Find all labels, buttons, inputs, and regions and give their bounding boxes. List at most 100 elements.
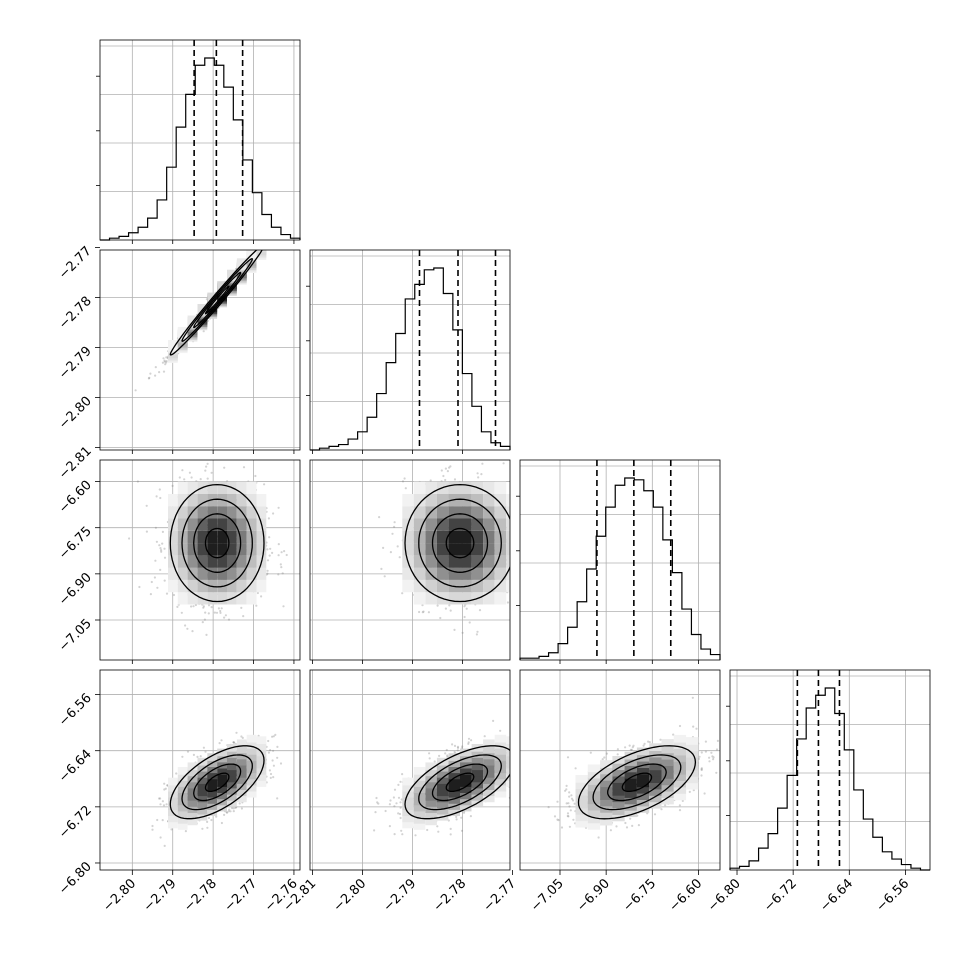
density-cell bbox=[168, 340, 178, 352]
density-cell bbox=[471, 579, 484, 593]
density-cell bbox=[187, 481, 198, 494]
density-cell bbox=[197, 800, 208, 809]
density-cell bbox=[197, 555, 208, 568]
density-cell bbox=[217, 555, 227, 568]
density-cell bbox=[187, 518, 198, 531]
histogram-step-line bbox=[519, 477, 721, 660]
scatter-point bbox=[517, 754, 519, 756]
scatter-point bbox=[439, 616, 442, 620]
scatter-point bbox=[206, 820, 209, 824]
scatter-point bbox=[527, 517, 529, 519]
scatter-point bbox=[285, 553, 288, 557]
scatter-point bbox=[514, 552, 516, 554]
density-cell bbox=[256, 494, 267, 507]
scatter-point bbox=[478, 609, 482, 612]
scatter-point bbox=[162, 804, 166, 807]
axis-frame bbox=[519, 459, 721, 661]
scatter-point bbox=[210, 818, 213, 822]
density-cell bbox=[227, 543, 237, 556]
scatter-point bbox=[190, 476, 193, 479]
density-cell bbox=[425, 579, 437, 593]
histogram-panel-1 bbox=[306, 249, 511, 451]
density-cell bbox=[197, 770, 208, 778]
scatter-point bbox=[148, 376, 151, 379]
scatter-point bbox=[266, 559, 270, 562]
scatter-point bbox=[276, 756, 279, 759]
scatter-point bbox=[469, 437, 471, 439]
density-cell bbox=[207, 506, 218, 519]
density-cell bbox=[187, 530, 198, 544]
scatter-point bbox=[165, 356, 168, 359]
density-cell bbox=[448, 481, 460, 494]
density-cell bbox=[246, 777, 257, 786]
scatter-point bbox=[206, 462, 209, 465]
scatter-point bbox=[164, 363, 167, 366]
scatter-point bbox=[223, 466, 226, 469]
density-cell bbox=[471, 530, 484, 544]
density-cell bbox=[448, 506, 460, 519]
density-cell bbox=[402, 530, 414, 544]
scatter-point bbox=[201, 827, 204, 830]
density-cell bbox=[168, 820, 178, 829]
scatter-point bbox=[277, 573, 280, 576]
scatter-point bbox=[234, 806, 237, 810]
density-cell bbox=[187, 579, 198, 593]
contour-line bbox=[169, 250, 263, 356]
density-cell bbox=[177, 767, 188, 775]
scatter-point bbox=[181, 469, 184, 472]
density-cell bbox=[236, 776, 247, 784]
scatter-point bbox=[515, 559, 517, 561]
scatter-point bbox=[156, 818, 159, 822]
density-cell bbox=[217, 791, 227, 800]
scatter-point bbox=[511, 790, 513, 792]
scatter-point bbox=[272, 234, 274, 236]
density-cell bbox=[168, 543, 178, 556]
scatter-point bbox=[163, 556, 167, 559]
density-cell bbox=[460, 555, 472, 568]
scatter-point bbox=[269, 547, 272, 550]
scatter-point bbox=[513, 786, 515, 788]
scatter-point bbox=[223, 813, 226, 817]
scatter-point bbox=[418, 610, 421, 614]
scatter-point bbox=[517, 745, 519, 747]
scatter-point bbox=[218, 742, 221, 745]
scatter-point bbox=[159, 836, 162, 839]
scatter-point bbox=[389, 551, 392, 554]
contour-line bbox=[418, 498, 502, 588]
scatter-point bbox=[268, 234, 270, 236]
scatter-point bbox=[165, 360, 168, 363]
density-cell bbox=[413, 579, 426, 593]
density-cell bbox=[448, 543, 460, 556]
density-cell bbox=[197, 506, 208, 519]
density-cell bbox=[506, 543, 510, 556]
scatter-point bbox=[277, 554, 280, 557]
density-cell bbox=[494, 592, 507, 605]
scatter-point bbox=[401, 592, 404, 595]
contour-line bbox=[193, 513, 242, 573]
density-cell bbox=[494, 567, 507, 580]
scatter-point bbox=[223, 616, 226, 619]
scatter-point bbox=[279, 762, 283, 765]
scatter-point bbox=[399, 801, 402, 804]
density-cell bbox=[217, 803, 227, 812]
scatter-point bbox=[463, 605, 466, 608]
density-cell bbox=[471, 555, 484, 568]
scatter-point bbox=[202, 605, 205, 608]
histogram-panel-0 bbox=[96, 39, 301, 241]
scatter-point bbox=[162, 370, 166, 373]
scatter-point bbox=[149, 593, 152, 596]
scatter-point bbox=[164, 787, 167, 790]
density-cell bbox=[207, 753, 218, 761]
density-cell bbox=[460, 481, 472, 494]
contour-line bbox=[193, 763, 242, 802]
scatter-point bbox=[233, 741, 236, 744]
scatter-point bbox=[475, 633, 478, 636]
scatter-point bbox=[161, 361, 164, 364]
density-cell bbox=[207, 808, 218, 816]
scatter-panel-0-1 bbox=[99, 234, 301, 451]
density-cell bbox=[256, 754, 267, 763]
histogram-step-line bbox=[729, 687, 930, 871]
density-cell bbox=[483, 518, 495, 531]
scatter-point bbox=[536, 554, 538, 556]
density-cell bbox=[257, 237, 267, 249]
